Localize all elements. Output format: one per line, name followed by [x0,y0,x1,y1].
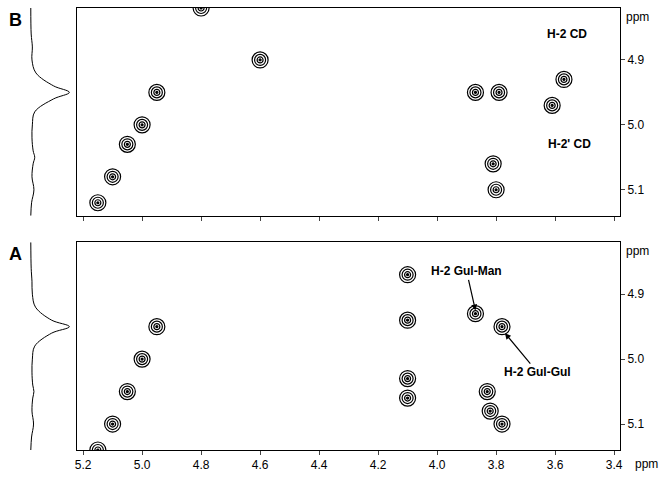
svg-text:5.0: 5.0 [627,352,644,366]
svg-text:5.1: 5.1 [627,183,644,197]
svg-text:H-2 Gul-Gul: H-2 Gul-Gul [504,365,571,379]
svg-text:H-2 CD: H-2 CD [547,27,587,41]
svg-text:3.6: 3.6 [547,458,564,472]
svg-text:4.9: 4.9 [627,53,644,67]
svg-text:H-2' CD: H-2' CD [548,137,591,151]
svg-text:5.1: 5.1 [627,417,644,431]
svg-text:3.4: 3.4 [606,458,623,472]
svg-text:5.0: 5.0 [134,458,151,472]
svg-text:4.4: 4.4 [311,458,328,472]
svg-text:ppm: ppm [635,457,658,471]
svg-text:B: B [9,10,22,30]
svg-text:ppm: ppm [626,10,649,24]
svg-text:H-2 Gul-Man: H-2 Gul-Man [431,264,502,278]
svg-text:5.2: 5.2 [75,458,92,472]
svg-text:A: A [9,244,22,264]
svg-text:ppm: ppm [626,244,649,258]
svg-text:5.0: 5.0 [627,118,644,132]
svg-text:3.8: 3.8 [488,458,505,472]
svg-text:4.6: 4.6 [252,458,269,472]
svg-text:4.9: 4.9 [627,287,644,301]
svg-text:4.2: 4.2 [370,458,387,472]
svg-text:4.8: 4.8 [193,458,210,472]
svg-text:4.0: 4.0 [429,458,446,472]
